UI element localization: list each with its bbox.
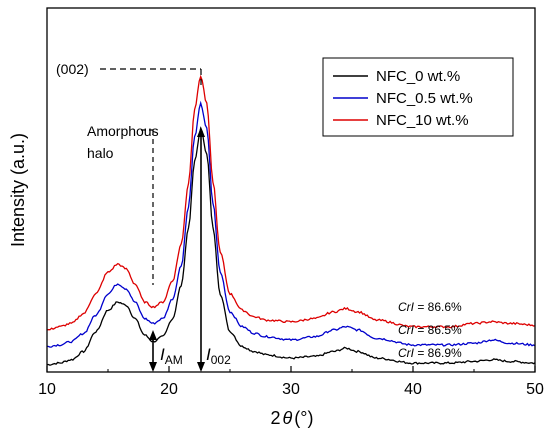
i-002-arrow-head-down	[197, 362, 205, 372]
series-curves	[46, 74, 536, 366]
crl-prefix-3: CrI	[398, 346, 415, 360]
amorphous-label-line1: Amorphous	[87, 123, 159, 139]
i-am-label: IAM	[160, 345, 183, 367]
x-tick-label-2: 30	[282, 381, 300, 398]
y-axis-title: Intensity (a.u.)	[8, 133, 28, 247]
legend: NFC_0 wt.% NFC_0.5 wt.% NFC_10 wt.%	[322, 57, 514, 137]
i-am-arrow-head-down	[149, 362, 157, 372]
legend-box	[322, 57, 514, 137]
crl-label-1: CrI = 86.6%	[398, 300, 462, 314]
x-axis-title-prefix: 2	[271, 408, 281, 428]
legend-items: NFC_0 wt.% NFC_0.5 wt.% NFC_10 wt.%	[333, 68, 473, 129]
crl-prefix-2: CrI	[398, 323, 415, 337]
crl-value-1: = 86.6%	[414, 300, 462, 314]
i-am-arrow-head-up	[149, 330, 157, 340]
x-tick-label-0: 10	[38, 381, 56, 398]
amorphous-label-line2: halo	[87, 145, 114, 161]
series-line-1	[46, 100, 536, 348]
legend-label-2: NFC_10 wt.%	[376, 112, 469, 129]
x-tick-label-3: 40	[404, 381, 422, 398]
i-002-letter: I	[206, 345, 211, 364]
i-002-arrow-head-up	[197, 127, 205, 137]
legend-label-0: NFC_0 wt.%	[376, 68, 460, 85]
x-tick-label-4: 50	[526, 381, 544, 398]
crl-label-3: CrI = 86.9%	[398, 346, 462, 360]
i-am-subscript: AM	[165, 353, 183, 367]
legend-label-1: NFC_0.5 wt.%	[376, 90, 473, 107]
peak-label: (002)	[56, 61, 89, 77]
crl-prefix-1: CrI	[398, 300, 415, 314]
crl-label-2: CrI = 86.5%	[398, 323, 462, 337]
x-axis-title: 2 θ (°)	[271, 408, 314, 428]
i-am-letter: I	[160, 345, 165, 364]
i-002-label: I002	[206, 345, 231, 367]
x-tick-label-1: 20	[160, 381, 178, 398]
x-axis-title-unit: (°)	[294, 408, 313, 428]
i-002-subscript: 002	[211, 353, 231, 367]
series-line-0	[46, 126, 536, 366]
x-axis-title-symbol: θ	[283, 408, 293, 428]
crl-value-2: = 86.5%	[414, 323, 462, 337]
crl-value-3: = 86.9%	[414, 346, 462, 360]
x-ticks: 10 20 30 40 50	[38, 366, 544, 398]
series-line-2	[46, 74, 536, 331]
